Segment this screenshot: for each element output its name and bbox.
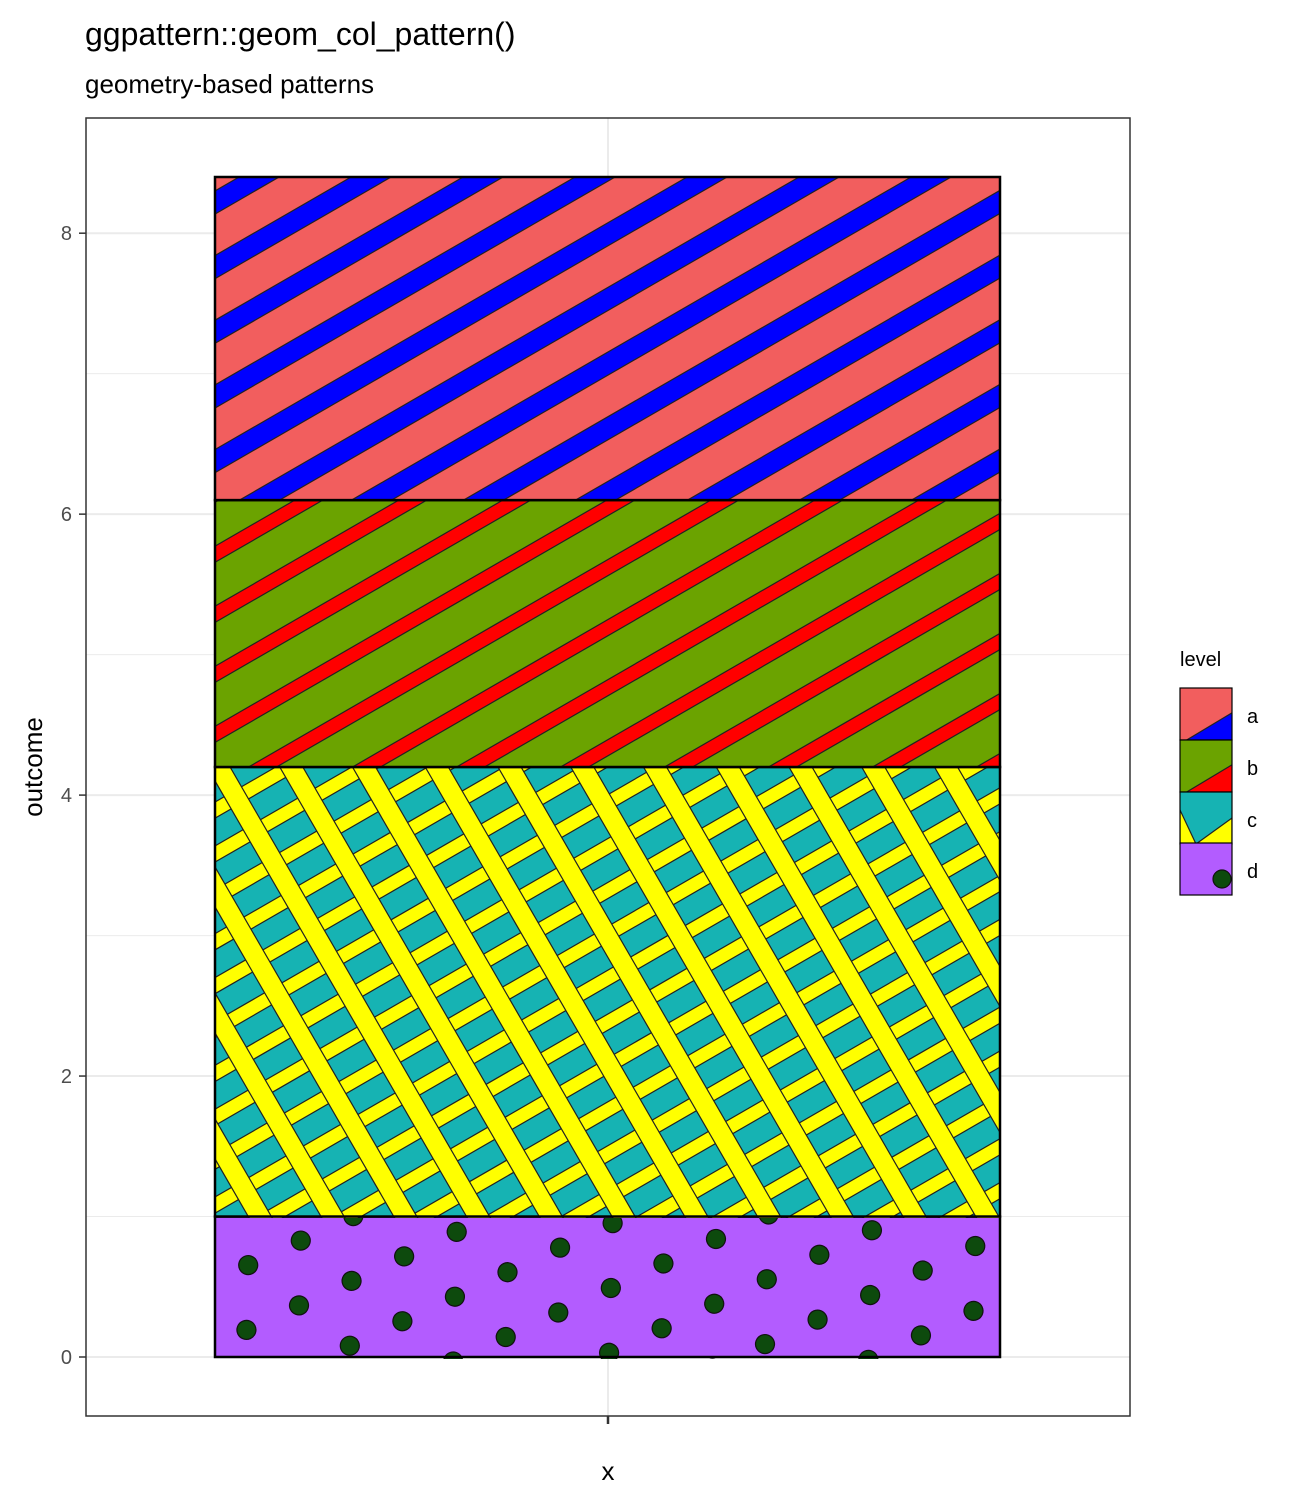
legend: level a b c d bbox=[1179, 649, 1259, 896]
legend-key-a bbox=[1179, 687, 1233, 741]
y-tick-label: 0 bbox=[61, 1347, 72, 1369]
y-axis-title: outcome bbox=[18, 717, 48, 817]
bar-segment-d bbox=[213, 1215, 1002, 1359]
legend-label-a: a bbox=[1247, 706, 1259, 728]
y-tick-label: 8 bbox=[61, 223, 72, 245]
legend-key-b bbox=[1179, 739, 1233, 793]
legend-title: level bbox=[1180, 649, 1221, 671]
chart-subtitle: geometry-based patterns bbox=[85, 69, 374, 99]
chart-title: ggpattern::geom_col_pattern() bbox=[85, 16, 515, 52]
legend-key-c bbox=[1179, 791, 1233, 845]
legend-label-b: b bbox=[1247, 758, 1258, 780]
axes: 0 2 4 6 8 bbox=[61, 223, 610, 1424]
x-axis-title: x bbox=[602, 1456, 615, 1486]
legend-key-d bbox=[1179, 842, 1233, 896]
y-tick-label: 2 bbox=[61, 1066, 72, 1088]
y-tick-label: 6 bbox=[61, 504, 72, 526]
legend-label-d: d bbox=[1247, 861, 1258, 883]
y-tick-label: 4 bbox=[61, 785, 72, 807]
legend-label-c: c bbox=[1247, 810, 1257, 832]
